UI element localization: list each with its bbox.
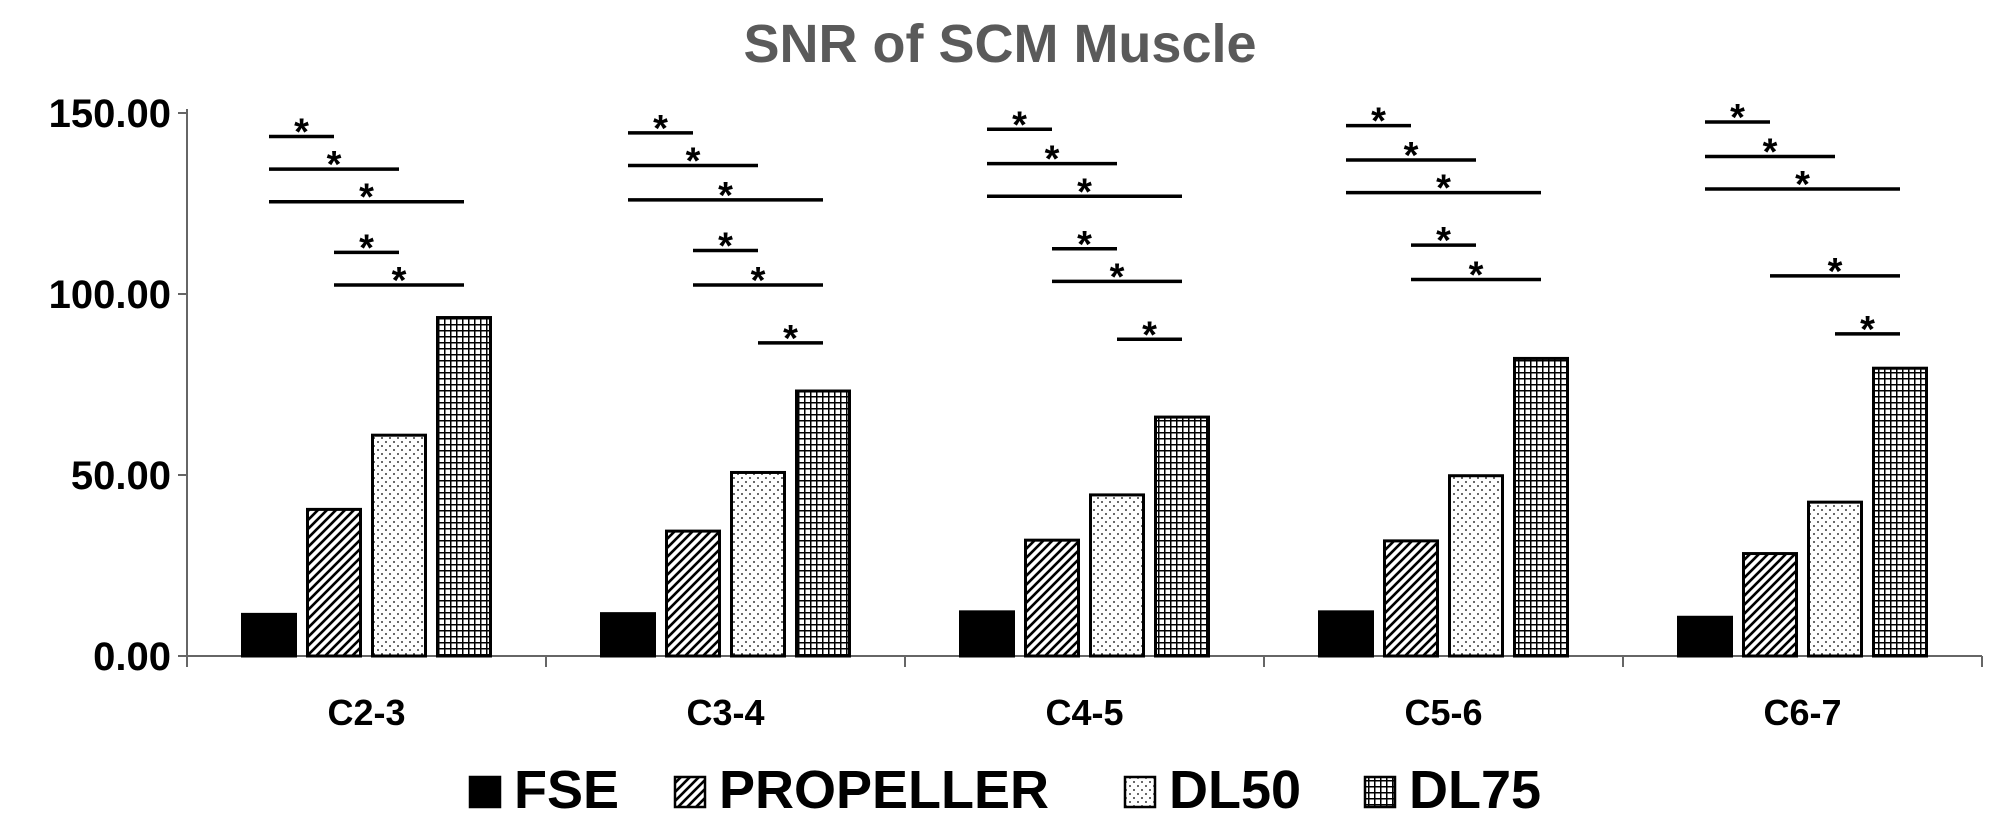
- bar-dl50-c5-6: [1448, 474, 1504, 658]
- chart-title: SNR of SCM Muscle: [743, 14, 1256, 74]
- significance-star: *: [1012, 104, 1027, 146]
- significance-star: *: [327, 144, 342, 186]
- bar-dl50-c6-7: [1807, 500, 1863, 658]
- x-tick-label: C2-3: [327, 692, 405, 733]
- x-tick-label: C4-5: [1045, 692, 1123, 733]
- bar-propeller-c5-6: [1383, 539, 1439, 658]
- significance-star: *: [1077, 224, 1092, 266]
- significance-star: *: [359, 227, 374, 269]
- significance-star: *: [294, 112, 309, 154]
- bar-dl75-c6-7: [1872, 366, 1928, 658]
- legend-item-propeller: PROPELLER: [673, 760, 1049, 820]
- significance-star: *: [1469, 255, 1484, 297]
- x-tick-label: C6-7: [1763, 692, 1841, 733]
- significance-star: *: [359, 177, 374, 219]
- legend-item-fse: FSE: [468, 760, 619, 820]
- significance-star: *: [653, 108, 668, 150]
- bar-dl50-c2-3: [371, 433, 427, 658]
- significance-star: *: [1110, 256, 1125, 298]
- significance-star: *: [392, 260, 407, 302]
- bar-dl50-c3-4: [730, 470, 786, 658]
- bar-fse-c4-5: [959, 610, 1015, 658]
- y-tick-label: 150.00: [49, 92, 171, 136]
- bar-dl75-c2-3: [436, 316, 492, 658]
- significance-star: *: [1404, 135, 1419, 177]
- bars: [241, 316, 1928, 658]
- bar-fse-c5-6: [1318, 610, 1374, 658]
- significance-star: *: [1436, 220, 1451, 262]
- significance-star: *: [1045, 139, 1060, 181]
- bar-propeller-c4-5: [1024, 538, 1080, 658]
- bar-propeller-c2-3: [306, 507, 362, 658]
- bar-dl75-c4-5: [1154, 415, 1210, 658]
- legend-label: DL75: [1409, 760, 1541, 820]
- y-tick-label: 100.00: [49, 273, 171, 317]
- significance-star: *: [1860, 309, 1875, 351]
- significance-star: *: [718, 226, 733, 268]
- legend-label: PROPELLER: [719, 760, 1049, 820]
- significance-star: *: [1730, 97, 1745, 139]
- significance-star: *: [1142, 314, 1157, 356]
- bar-fse-c6-7: [1677, 615, 1733, 658]
- legend-label: DL50: [1169, 760, 1301, 820]
- legend-swatch: [468, 775, 502, 809]
- x-tick-label: C5-6: [1404, 692, 1482, 733]
- legend: FSE PROPELLER DL50 DL75: [468, 760, 1541, 820]
- significance-star: *: [686, 140, 701, 182]
- bar-propeller-c3-4: [665, 529, 721, 658]
- bar-propeller-c6-7: [1742, 552, 1798, 658]
- legend-label: FSE: [514, 760, 619, 820]
- x-tick-label: C3-4: [686, 692, 764, 733]
- bar-fse-c3-4: [600, 612, 656, 658]
- bar-fse-c2-3: [241, 612, 297, 658]
- legend-swatch: [1363, 775, 1397, 809]
- significance-brackets: * * * * * * * * * * * * * * * * * * * * * * * * * * *: [269, 97, 1900, 360]
- significance-star: *: [718, 175, 733, 217]
- significance-star: *: [1795, 164, 1810, 206]
- legend-item-dl75: DL75: [1363, 760, 1541, 820]
- legend-item-dl50: DL50: [1123, 760, 1301, 820]
- significance-star: *: [1828, 251, 1843, 293]
- y-tick-label: 0.00: [93, 635, 171, 679]
- significance-star: *: [1763, 131, 1778, 173]
- bar-dl50-c4-5: [1089, 493, 1145, 658]
- significance-star: *: [783, 318, 798, 360]
- bar-dl75-c3-4: [795, 389, 851, 658]
- legend-swatch: [1123, 775, 1157, 809]
- significance-star: *: [1436, 168, 1451, 210]
- significance-star: *: [751, 260, 766, 302]
- bar-dl75-c5-6: [1513, 356, 1569, 658]
- legend-swatch: [673, 775, 707, 809]
- significance-star: *: [1371, 101, 1386, 143]
- axes: 0.00 50.00 100.00 150.00 C2-3 C3-4 C4-5 C5-6 C6-…: [49, 92, 1983, 733]
- y-tick-label: 50.00: [71, 454, 171, 498]
- significance-star: *: [1077, 171, 1092, 213]
